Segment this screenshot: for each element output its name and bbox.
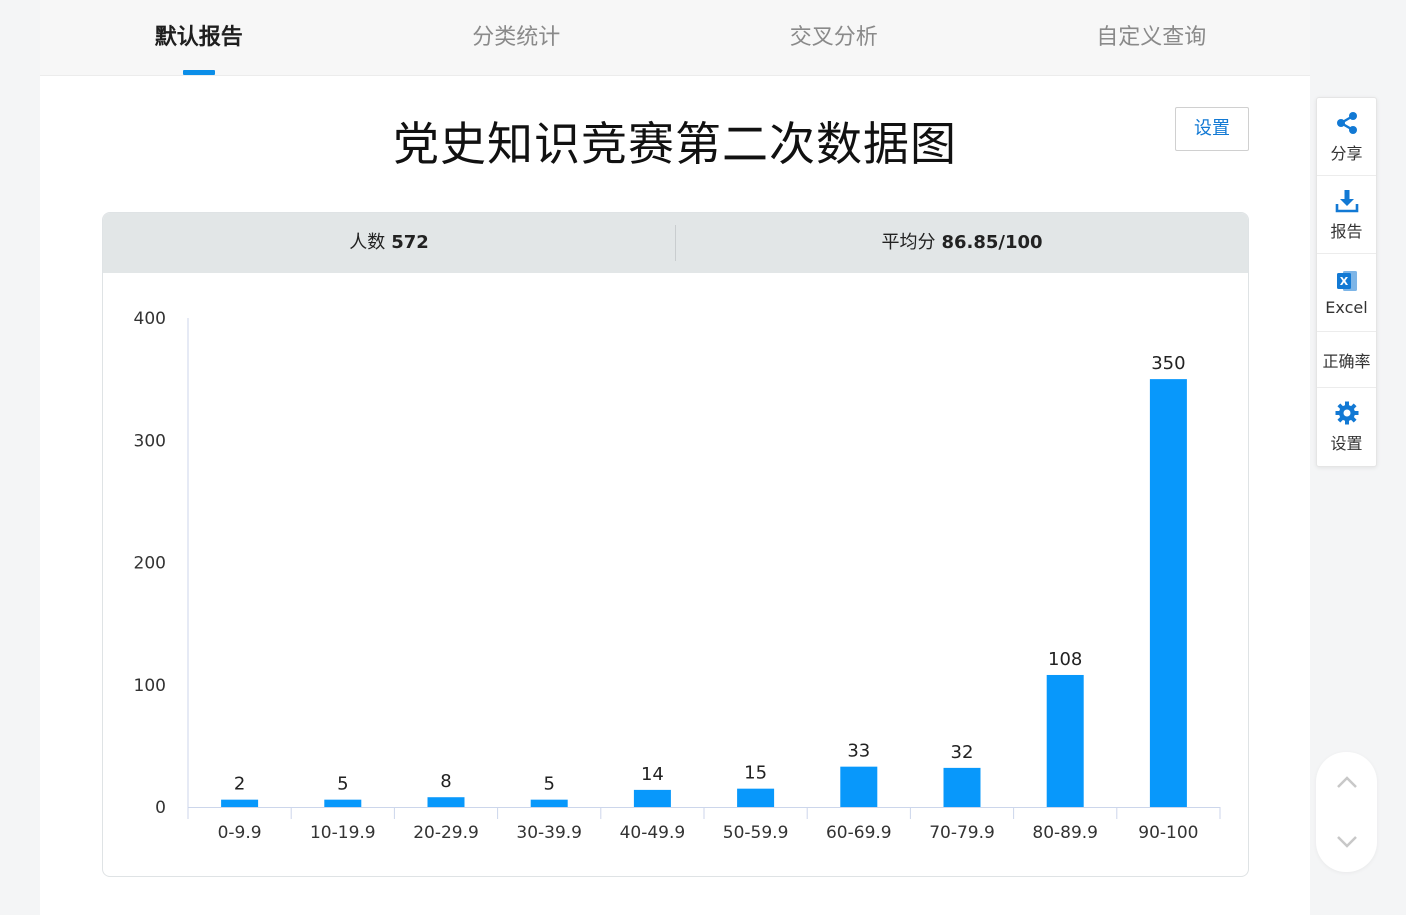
active-tab-indicator <box>182 70 215 75</box>
tab-custom-query[interactable]: 自定义查询 <box>993 0 1311 75</box>
export-excel-button[interactable]: X Excel <box>1317 254 1376 332</box>
bar-value-label: 5 <box>337 774 348 795</box>
report-tabs: 默认报告 分类统计 交叉分析 自定义查询 <box>40 0 1310 76</box>
excel-label: Excel <box>1325 298 1368 317</box>
summary-stats: 人数 572 平均分 86.85/100 <box>103 213 1248 273</box>
y-tick-label: 200 <box>134 554 166 574</box>
bar <box>943 767 981 807</box>
tab-category-stats[interactable]: 分类统计 <box>358 0 676 75</box>
download-report-button[interactable]: 报告 <box>1317 176 1376 254</box>
bar-value-label: 14 <box>641 764 664 785</box>
tab-label: 交叉分析 <box>789 25 878 50</box>
side-toolbar: 分享 报告 X Excel 正确率 <box>1316 97 1377 467</box>
average-score: 平均分 86.85/100 <box>676 213 1248 273</box>
respondent-count: 人数 572 <box>103 213 675 273</box>
bar-value-label: 8 <box>440 771 451 792</box>
x-category-label: 30-39.9 <box>516 823 582 843</box>
avg-value: 86.85/100 <box>941 232 1043 253</box>
chevron-up-icon <box>1336 776 1357 788</box>
count-label: 人数 <box>349 232 386 253</box>
y-tick-label: 300 <box>134 431 166 451</box>
bar-value-label: 15 <box>744 763 767 784</box>
x-category-label: 40-49.9 <box>620 823 686 843</box>
bar <box>1046 674 1084 807</box>
share-icon <box>1336 111 1357 134</box>
settings-label: 设置 <box>1330 434 1363 453</box>
bar-value-label: 108 <box>1048 649 1082 670</box>
bar-value-label: 2 <box>234 774 245 795</box>
y-tick-label: 0 <box>155 798 166 818</box>
bar <box>324 799 362 807</box>
tab-label: 默认报告 <box>154 25 243 50</box>
bar-value-label: 5 <box>543 774 554 795</box>
report-panel: 默认报告 分类统计 交叉分析 自定义查询 党史知识竞赛第二次数据图 设置 人数 5… <box>40 0 1310 915</box>
avg-label: 平均分 <box>881 232 936 253</box>
bar-value-label: 350 <box>1151 353 1185 374</box>
accuracy-button[interactable]: 正确率 <box>1317 332 1376 388</box>
tab-label: 分类统计 <box>472 25 561 50</box>
report-label: 报告 <box>1330 221 1363 241</box>
toolbar-settings-button[interactable]: 设置 <box>1317 388 1376 466</box>
bar <box>530 799 568 807</box>
bar <box>633 789 671 807</box>
bar-value-label: 33 <box>847 741 870 762</box>
tab-default-report[interactable]: 默认报告 <box>40 0 358 75</box>
chart-card: 人数 572 平均分 86.85/100 0 100 200 300 400 2 0-9.9 5 1… <box>102 212 1249 877</box>
bar <box>1149 379 1187 807</box>
settings-button[interactable]: 设置 <box>1175 107 1249 151</box>
scroll-controls <box>1316 752 1377 872</box>
count-value: 572 <box>391 232 429 253</box>
x-category-label: 50-59.9 <box>723 823 789 843</box>
tab-cross-analysis[interactable]: 交叉分析 <box>675 0 993 75</box>
y-tick-label: 400 <box>134 309 166 329</box>
scroll-down-button[interactable] <box>1316 812 1377 872</box>
score-distribution-chart: 0 100 200 300 400 2 0-9.9 5 10-19.9 8 20-29.9 5 30-3… <box>134 309 1221 843</box>
y-tick-label: 100 <box>134 676 166 696</box>
bar <box>840 766 878 807</box>
x-category-label: 0-9.9 <box>218 823 262 843</box>
scroll-up-button[interactable] <box>1316 752 1377 812</box>
svg-text:X: X <box>1339 275 1348 288</box>
accuracy-label: 正确率 <box>1322 351 1371 371</box>
bar <box>737 788 775 807</box>
x-category-label: 80-89.9 <box>1032 823 1098 843</box>
gear-icon <box>1335 401 1358 425</box>
page-title: 党史知识竞赛第二次数据图 <box>393 117 957 171</box>
share-label: 分享 <box>1330 143 1363 163</box>
bar <box>221 799 259 807</box>
x-category-label: 70-79.9 <box>929 823 995 843</box>
x-category-label: 90-100 <box>1138 823 1198 843</box>
x-category-label: 60-69.9 <box>826 823 892 843</box>
x-category-label: 20-29.9 <box>413 823 479 843</box>
stats-divider <box>675 225 676 261</box>
tab-label: 自定义查询 <box>1096 25 1207 50</box>
share-button[interactable]: 分享 <box>1317 98 1376 176</box>
chevron-down-icon <box>1336 836 1357 848</box>
download-icon <box>1335 189 1358 212</box>
x-category-label: 10-19.9 <box>310 823 376 843</box>
bar-value-label: 32 <box>951 742 974 763</box>
excel-icon: X <box>1336 271 1357 291</box>
bar <box>427 797 465 807</box>
